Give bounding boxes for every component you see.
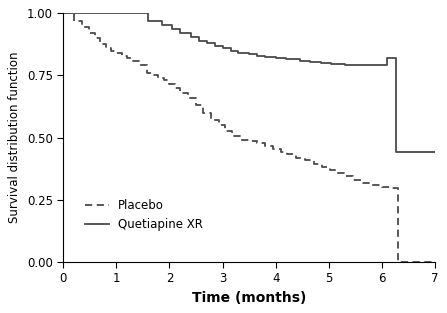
Legend: Placebo, Quetiapine XR: Placebo, Quetiapine XR	[80, 195, 208, 236]
Placebo	[302, 158, 308, 162]
Quetiapine XR	[61, 12, 66, 15]
X-axis label: Time (months): Time (months)	[192, 291, 306, 305]
Placebo	[432, 260, 438, 264]
Quetiapine XR	[432, 151, 438, 154]
Quetiapine XR	[204, 41, 209, 45]
Quetiapine XR	[432, 151, 438, 154]
Quetiapine XR	[283, 56, 289, 60]
Line: Quetiapine XR: Quetiapine XR	[63, 13, 435, 152]
Placebo	[302, 156, 308, 160]
Quetiapine XR	[204, 39, 209, 43]
Y-axis label: Survival distribution function: Survival distribution function	[8, 52, 21, 223]
Quetiapine XR	[297, 59, 302, 62]
Placebo	[278, 150, 284, 154]
Quetiapine XR	[188, 31, 194, 35]
Line: Placebo: Placebo	[63, 13, 435, 262]
Placebo	[119, 51, 124, 55]
Placebo	[61, 12, 66, 15]
Placebo	[285, 152, 290, 156]
Placebo	[395, 260, 401, 264]
Placebo	[79, 25, 84, 29]
Quetiapine XR	[393, 151, 399, 154]
